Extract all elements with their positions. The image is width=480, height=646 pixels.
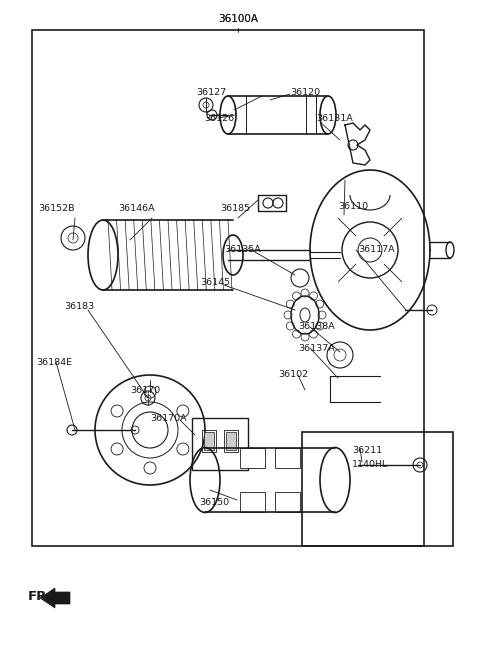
Bar	[240, 492, 265, 512]
Text: 36170A: 36170A	[150, 414, 187, 423]
Text: 36102: 36102	[278, 370, 308, 379]
Text: 36131A: 36131A	[316, 114, 353, 123]
Bar	[275, 448, 300, 468]
Text: 36120: 36120	[290, 88, 320, 97]
Bar	[302, 432, 453, 546]
Bar	[202, 430, 216, 452]
Text: 36152B: 36152B	[38, 204, 74, 213]
Bar	[224, 430, 238, 452]
Text: 36185: 36185	[220, 204, 250, 213]
Text: 36170: 36170	[130, 386, 160, 395]
Bar	[32, 30, 424, 546]
Bar	[204, 432, 214, 450]
Text: 36138A: 36138A	[298, 322, 335, 331]
Bar	[226, 432, 236, 450]
Text: 36146A: 36146A	[118, 204, 155, 213]
Text: 36127: 36127	[196, 88, 226, 97]
Text: 36117A: 36117A	[358, 245, 395, 254]
Text: 36145: 36145	[200, 278, 230, 287]
Text: 36150: 36150	[199, 498, 229, 507]
Text: 36135A: 36135A	[224, 245, 261, 254]
Text: 36184E: 36184E	[36, 358, 72, 367]
Bar	[240, 448, 265, 468]
Text: 36126: 36126	[204, 114, 234, 123]
Polygon shape	[40, 588, 70, 608]
Bar	[275, 492, 300, 512]
Bar	[192, 418, 248, 470]
Text: 36100A: 36100A	[218, 14, 258, 24]
Text: FR.: FR.	[28, 590, 53, 603]
Text: 36211: 36211	[352, 446, 382, 455]
Text: 36110: 36110	[338, 202, 368, 211]
Text: 36100A: 36100A	[218, 14, 258, 24]
Text: 36183: 36183	[64, 302, 94, 311]
Text: 36137A: 36137A	[298, 344, 335, 353]
Text: 1140HL: 1140HL	[352, 460, 388, 469]
